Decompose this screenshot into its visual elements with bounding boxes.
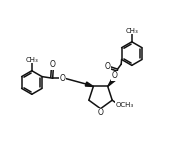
Text: O: O (98, 108, 104, 117)
Text: CH₃: CH₃ (26, 57, 38, 63)
Text: O: O (112, 71, 118, 80)
Text: O: O (59, 74, 65, 83)
Text: O: O (50, 60, 56, 69)
Polygon shape (85, 82, 93, 86)
Text: OCH₃: OCH₃ (116, 102, 134, 108)
Text: CH₃: CH₃ (125, 28, 138, 34)
Text: O: O (105, 62, 111, 71)
Polygon shape (108, 77, 116, 86)
